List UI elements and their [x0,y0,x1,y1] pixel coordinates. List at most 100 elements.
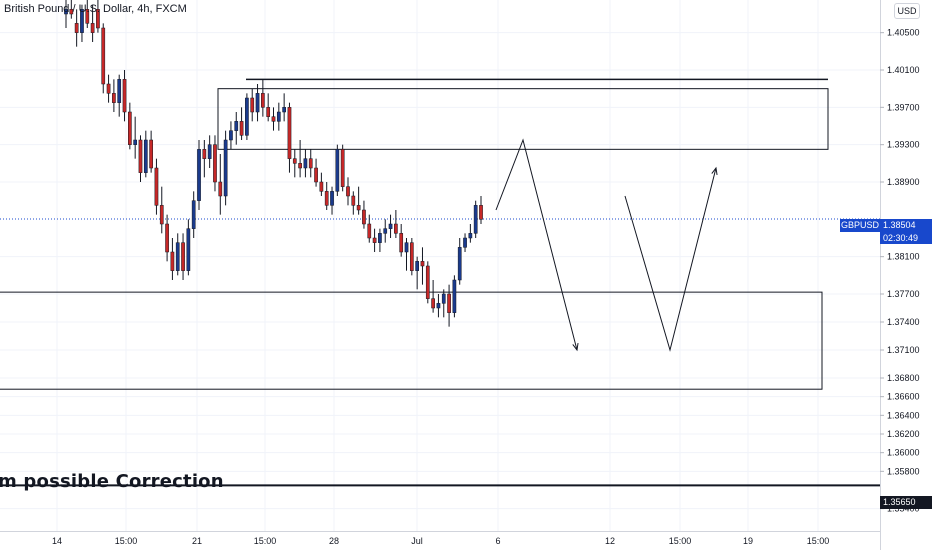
candle-body [292,158,297,164]
candle-body [133,139,138,145]
y-tick-label: 1.37100 [887,345,920,355]
candle-body [250,97,255,113]
candle-body [159,205,164,225]
bar-countdown: 02:30:49 [880,232,932,244]
candle-body [415,261,419,271]
candle-body [69,9,74,15]
candle-body [74,23,79,33]
candle-body [319,181,324,192]
candle-body [165,223,169,253]
last-price-value: 1.38504 [880,219,932,232]
x-tick-label: 28 [329,536,339,546]
candle-body [149,139,153,169]
candle-body [271,116,276,122]
candle-body [324,191,329,206]
candle-body [143,139,148,173]
candle-body [282,107,286,113]
candle-body [340,149,345,187]
candle-body [261,93,265,108]
candle-body [452,279,457,313]
candle-body [101,27,106,85]
currency-badge[interactable]: USD [894,3,920,19]
annotation-text: m possible Correction [0,471,224,492]
candle-body [394,223,398,234]
candles [64,0,483,327]
candle-body [197,149,201,201]
candle-body [202,149,207,159]
y-tick-label: 1.36200 [887,429,920,439]
y-tick-label: 1.36600 [887,392,920,402]
candle-body [117,79,122,103]
candle-body [276,111,281,122]
candle-body [330,191,334,206]
x-tick-label: 15:00 [115,536,138,546]
candle-body [473,205,478,234]
candle-body [213,144,217,183]
y-tick-label: 1.37400 [887,317,920,327]
horizontal-level-label: 1.35650 [880,496,932,509]
candle-body [383,228,388,234]
candle-body [64,9,68,15]
candle-body [447,293,451,313]
symbol-title[interactable]: British Pound / U.S. Dollar, 4h, FXCM [4,3,187,15]
candle-body [186,228,191,271]
candle-body [175,242,180,271]
candle-body [181,242,185,271]
candle-body [223,139,228,197]
candle-body [154,167,159,206]
candle-body [436,303,441,309]
projection-arrowhead-1 [572,343,579,352]
candle-body [106,83,111,94]
candle-body [372,237,377,243]
last-price-symbol-label: GBPUSD [840,219,880,232]
candle-body [441,293,446,304]
candle-body [255,93,260,113]
candle-body [90,23,95,33]
candle-body [431,298,435,309]
projection-path-1 [495,138,578,351]
x-tick-label: 12 [605,536,615,546]
candle-body [218,181,223,197]
y-tick-label: 1.36400 [887,410,920,420]
candle-body [367,223,372,239]
y-tick-label: 1.40100 [887,65,920,75]
candle-body [404,242,409,253]
candle-body [362,209,366,225]
candle-body [112,93,116,103]
y-tick-label: 1.37700 [887,289,920,299]
y-tick-label: 1.35800 [887,466,920,476]
candle-body [346,186,350,197]
x-tick-label: Jul [411,536,423,546]
demand-zone [0,291,823,390]
candle-body [128,111,132,145]
candle-body [351,195,356,206]
candle-body [85,9,90,24]
price-axis [880,0,932,550]
y-tick-label: 1.39300 [887,140,920,150]
x-tick-label: 15:00 [669,536,692,546]
x-tick-label: 6 [495,536,500,546]
candle-body [229,130,233,141]
y-tick-label: 1.38100 [887,252,920,262]
drawing-zones [0,78,880,487]
candle-body [245,97,249,136]
candle-body [266,107,271,117]
x-tick-label: 14 [52,536,62,546]
candle-body [308,158,313,169]
candle-body [122,79,127,113]
candle-body [314,167,318,183]
candle-body [378,233,382,243]
grid [0,0,880,531]
candle-body [399,233,404,253]
candle-body [80,9,84,33]
candle-body [468,233,473,239]
candle-body [298,163,302,169]
y-tick-label: 1.36800 [887,373,920,383]
candle-body [191,200,196,229]
x-tick-label: 19 [743,536,753,546]
projection-path-2 [624,167,717,352]
candle-body [138,139,143,173]
